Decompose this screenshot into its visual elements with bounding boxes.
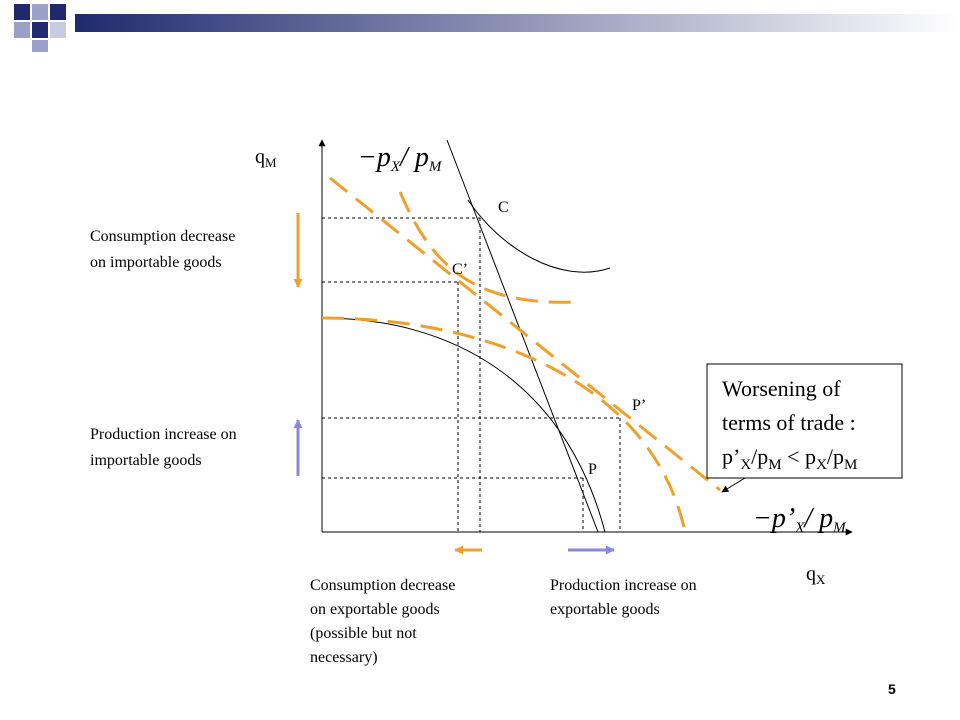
text-part: p’ bbox=[722, 444, 740, 469]
annotation: necessary) bbox=[310, 649, 378, 666]
text-part: / p bbox=[398, 142, 429, 173]
text-part: X bbox=[816, 457, 827, 473]
text-part: M bbox=[844, 457, 857, 473]
text-part: −p’ bbox=[753, 503, 795, 534]
text-part: q bbox=[806, 563, 816, 585]
annotation: (possible but not bbox=[310, 625, 417, 642]
axes bbox=[318, 139, 853, 536]
text-part: / p bbox=[802, 503, 833, 534]
callout-text: terms of trade : bbox=[722, 410, 856, 435]
slope-label: −p’X/ pM bbox=[753, 503, 847, 536]
annotation: Consumption decrease bbox=[310, 577, 455, 594]
annotation: exportable goods bbox=[550, 601, 660, 618]
text-part: M bbox=[428, 159, 443, 175]
point-label: C bbox=[498, 199, 509, 216]
annotation: Production increase on bbox=[550, 577, 697, 594]
text-part: < p bbox=[782, 444, 816, 469]
curves bbox=[321, 139, 721, 533]
text-part: −p bbox=[358, 142, 391, 173]
text-part: X bbox=[390, 159, 401, 175]
text-part: X bbox=[740, 457, 751, 473]
text-part: X bbox=[794, 520, 805, 536]
point-label: P’ bbox=[632, 397, 646, 414]
annotation: on importable goods bbox=[90, 254, 222, 271]
text-part: X bbox=[816, 572, 826, 587]
text-part: q bbox=[255, 146, 265, 168]
guide-lines bbox=[322, 217, 621, 532]
callout-text: Worsening of bbox=[722, 376, 841, 401]
slide-number: 5 bbox=[888, 681, 896, 697]
x-axis-label: qX bbox=[806, 563, 826, 587]
callout-formula: p’X/pM < pX/pM bbox=[722, 444, 857, 473]
text-part: /p bbox=[827, 444, 844, 469]
point-label: C’ bbox=[452, 261, 468, 278]
annotation: on exportable goods bbox=[310, 601, 440, 618]
header-decoration bbox=[14, 4, 960, 52]
annotation: Production increase on bbox=[90, 426, 237, 443]
slope-label: −pX/ pM bbox=[358, 142, 443, 175]
annotation: importable goods bbox=[90, 452, 202, 469]
annotation: Consumption decrease bbox=[90, 228, 235, 245]
y-axis-label: qM bbox=[255, 146, 277, 170]
text-part: M bbox=[265, 155, 277, 170]
callout: Worsening of terms of trade : p’X/pM < p… bbox=[706, 363, 903, 493]
point-label: P bbox=[588, 461, 597, 478]
change-arrows bbox=[293, 213, 615, 555]
text-part: M bbox=[832, 520, 847, 536]
text-part: /p bbox=[751, 444, 768, 469]
text-part: M bbox=[768, 457, 781, 473]
